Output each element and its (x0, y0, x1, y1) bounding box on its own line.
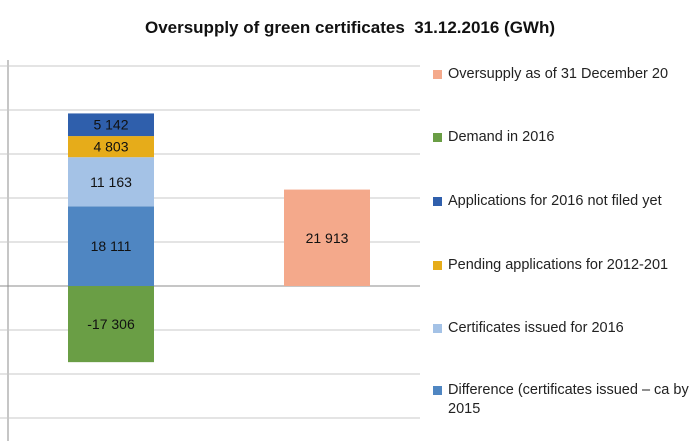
data-label: 21 913 (306, 230, 349, 246)
legend-swatch (433, 70, 442, 79)
legend-label: Oversupply as of 31 December 20 (448, 66, 669, 82)
legend-label: Certificates issued for 2016 (448, 320, 624, 336)
data-label: 4 803 (93, 139, 128, 155)
legend-swatch (433, 386, 442, 395)
bar-segment (68, 136, 154, 158)
legend-swatch (433, 261, 442, 270)
legend-label: Pending applications for 2012-201 (448, 257, 669, 273)
legend-label: Difference (certificates issued – ca by … (448, 382, 689, 417)
bar-segment (68, 206, 154, 286)
legend-swatch (433, 197, 442, 206)
legend-swatch (433, 324, 442, 333)
legend-label: Demand in 2016 (448, 129, 555, 145)
data-label: -17 306 (87, 316, 135, 332)
bar-segment (284, 189, 370, 286)
bar-segment (68, 113, 154, 137)
data-label: 5 142 (93, 117, 128, 133)
chart-title: Oversupply of green certificates 31.12.2… (144, 18, 556, 37)
data-label: 18 111 (91, 238, 132, 254)
legend-swatch (433, 133, 442, 142)
bar-segment (68, 286, 154, 363)
data-label: 11 163 (90, 174, 132, 190)
legend-label: Applications for 2016 not filed yet (448, 193, 662, 209)
bar-segment (68, 157, 154, 207)
